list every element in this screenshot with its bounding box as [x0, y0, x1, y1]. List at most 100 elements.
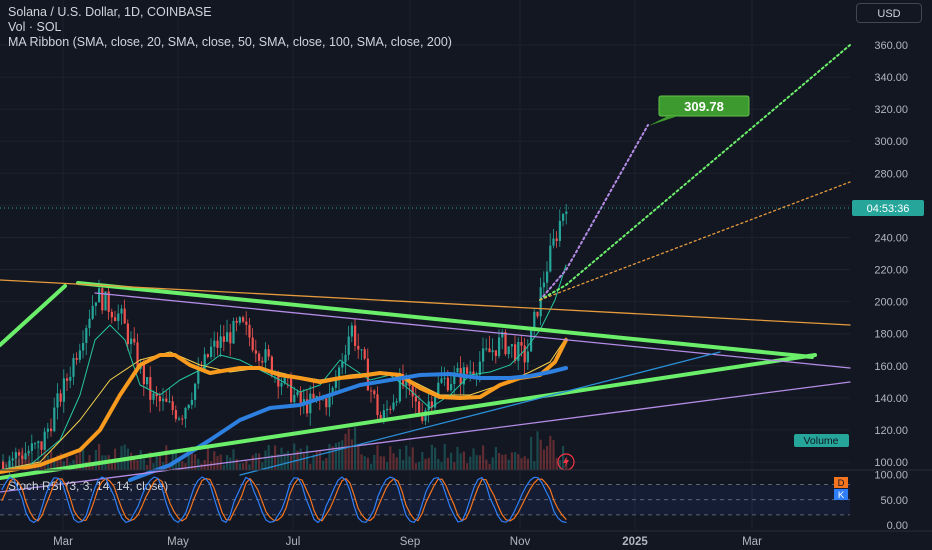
candle-body: [306, 399, 309, 414]
candle-body: [533, 311, 536, 328]
volume-bar: [62, 461, 65, 470]
orange-resistance-line: [0, 279, 851, 326]
stoch-d-line: [1, 477, 567, 522]
volume-bar: [536, 431, 539, 470]
candle-body: [178, 418, 181, 420]
volume-bar: [229, 457, 232, 470]
time-tick-label: Nov: [510, 536, 531, 548]
candle-body: [104, 291, 107, 311]
volume-bar: [533, 461, 536, 470]
volume-bar: [430, 444, 433, 470]
blue-trendline: [239, 351, 721, 476]
target-badge-pointer: [648, 116, 678, 126]
volume-bar: [248, 464, 251, 470]
candle-body: [165, 398, 168, 402]
chart-legend: Solana / U.S. Dollar, 1D, COINBASE Vol ·…: [8, 5, 452, 50]
volume-bar: [418, 462, 421, 470]
candle-body: [418, 401, 421, 415]
candle-body: [11, 458, 14, 461]
candle-body: [110, 311, 113, 318]
candle-body: [107, 291, 110, 312]
candle-body: [43, 431, 46, 450]
candle-body: [158, 396, 161, 402]
stoch-d-badge: D: [838, 478, 845, 489]
candle-body: [82, 342, 85, 351]
candle-body: [565, 211, 568, 214]
volume-bar: [110, 459, 113, 470]
volume-bar: [216, 456, 219, 470]
volume-bar: [350, 439, 353, 470]
volume-bar: [94, 450, 97, 470]
volume-badge-label: Volume: [803, 435, 838, 447]
volume-bar: [331, 446, 334, 470]
volume-bar: [98, 443, 101, 470]
candle-body: [232, 320, 235, 344]
volume-bar: [466, 463, 469, 470]
target-price-label: 309.78: [684, 99, 724, 114]
time-tick-label: Sep: [400, 536, 420, 548]
candle-body: [126, 323, 129, 345]
candle-body: [469, 371, 472, 374]
candle-body: [440, 378, 443, 383]
volume-legend[interactable]: Vol · SOL: [8, 20, 62, 34]
candle-body: [443, 377, 446, 379]
volume-bar: [440, 462, 443, 470]
price-tick-label: 200.00: [874, 297, 908, 309]
volume-bar: [450, 452, 453, 470]
volume-bar: [462, 451, 465, 470]
volume-bar: [434, 447, 437, 470]
volume-bar: [27, 450, 30, 470]
price-tick-label: 120.00: [874, 425, 908, 437]
volume-bar: [402, 459, 405, 470]
candle-body: [251, 337, 254, 351]
candle-body: [101, 288, 104, 311]
stoch-tick-label: 0.00: [887, 520, 908, 532]
candle-body: [555, 238, 558, 241]
candle-body: [146, 377, 149, 385]
green-upper-trendline: [76, 281, 814, 359]
candle-body: [142, 363, 145, 385]
volume-bar: [510, 452, 513, 470]
target-badge-box: [658, 95, 750, 117]
volume-bar: [197, 458, 200, 470]
currency-button[interactable]: USD: [856, 3, 922, 23]
candle-body: [421, 414, 424, 421]
volume-bar: [427, 457, 430, 470]
volume-bar: [245, 460, 248, 470]
ma-ribbon-legend[interactable]: MA Ribbon (SMA, close, 20, SMA, close, 5…: [8, 35, 452, 49]
candle-body: [520, 341, 523, 346]
volume-bar: [341, 440, 344, 470]
candle-body: [552, 238, 555, 246]
candle-body: [558, 220, 561, 241]
candle-body: [315, 395, 318, 399]
candle-body: [405, 379, 408, 386]
price-tick-label: 180.00: [874, 329, 908, 341]
volume-bar: [280, 447, 283, 470]
volume-bar: [72, 459, 75, 470]
volume-bar: [558, 460, 561, 470]
candle-body: [517, 341, 520, 361]
symbol-title[interactable]: Solana / U.S. Dollar, 1D, COINBASE: [8, 5, 212, 19]
volume-bar: [254, 453, 257, 470]
candle-body: [258, 353, 261, 361]
candle-body: [341, 362, 344, 368]
candle-body: [2, 462, 5, 470]
volume-bar: [437, 458, 440, 470]
candle-body: [411, 385, 414, 397]
time-tick-label: Mar: [53, 536, 73, 548]
candle-body: [162, 398, 165, 402]
candle-body: [466, 367, 469, 374]
price-tick-label: 320.00: [874, 104, 908, 116]
candle-body: [72, 358, 75, 377]
candle-body: [376, 394, 379, 416]
volume-bar: [549, 435, 552, 470]
volume-bar: [117, 459, 120, 470]
candle-body: [562, 213, 565, 221]
candle-body: [379, 415, 382, 421]
volume-bar: [347, 428, 350, 470]
purple-lower-line: [0, 381, 851, 493]
volume-bar: [485, 459, 488, 470]
